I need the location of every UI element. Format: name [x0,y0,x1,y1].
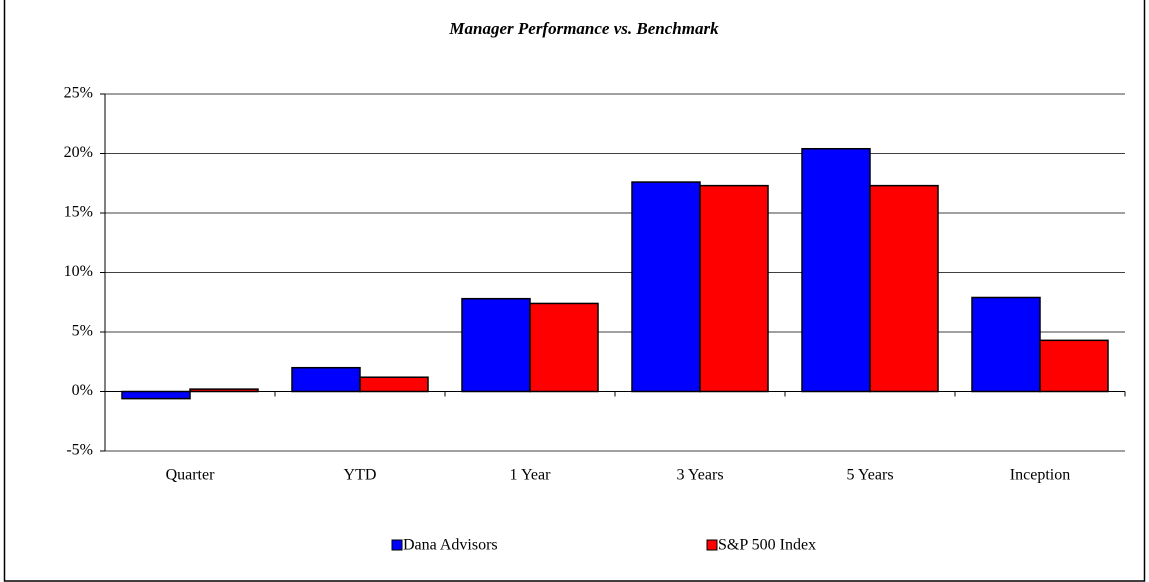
y-tick-label: 15% [64,204,93,221]
bar [801,147,871,393]
y-tick-label: -5% [66,442,93,459]
y-tick-label: 20% [64,144,93,161]
x-tick-label: 5 Years [846,467,893,484]
bar [699,184,769,393]
bar [631,181,701,393]
bar [1039,339,1109,393]
legend-swatch [391,539,403,551]
y-tick-label: 5% [72,323,93,340]
x-tick-label: Quarter [166,467,216,484]
chart-title: Manager Performance vs. Benchmark [448,19,719,38]
x-tick-label: Inception [1010,467,1070,484]
x-tick-label: YTD [344,467,377,484]
bar [971,296,1041,393]
bar [461,297,531,393]
bar [121,390,191,400]
y-tick-label: 25% [64,85,93,102]
bar [529,302,599,393]
chart-frame [3,0,1146,582]
bar [869,184,939,393]
x-tick-label: 3 Years [676,467,723,484]
legend-label: S&P 500 Index [718,537,816,554]
bar [359,376,429,393]
x-tick-label: 1 Year [510,467,552,484]
legend-swatch [706,539,718,551]
bar [291,366,361,393]
legend-label: Dana Advisors [403,537,498,554]
y-tick-label: 10% [64,263,93,280]
y-tick-label: 0% [72,382,93,399]
